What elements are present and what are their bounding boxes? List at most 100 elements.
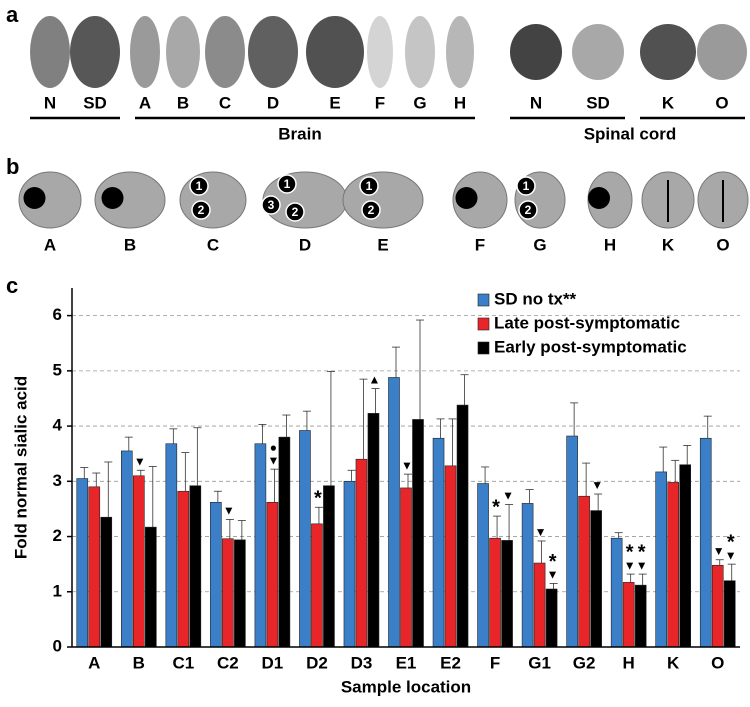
bar: [566, 435, 578, 648]
panel-label: a: [6, 2, 19, 27]
bar: [222, 538, 234, 648]
brain-label: A: [44, 235, 56, 254]
section-label: B: [177, 93, 189, 112]
sample-dot: [23, 187, 46, 209]
marker-number: 2: [198, 203, 205, 217]
bar: [177, 490, 190, 648]
marker-circle: [261, 195, 281, 215]
brain-label: B: [124, 235, 136, 254]
bar: [165, 443, 178, 648]
significance-marker: *: [549, 551, 557, 573]
significance-marker: ▼: [713, 544, 725, 558]
bar: [501, 540, 513, 648]
bar: [521, 503, 534, 648]
section-image: [130, 16, 160, 88]
section-image: [367, 16, 393, 88]
bar: [388, 377, 400, 648]
group-label: Spinal cord: [584, 124, 677, 143]
significance-marker: *: [492, 496, 500, 518]
significance-marker: ▼: [547, 568, 559, 582]
error-bar: [371, 388, 380, 414]
error-bar: [404, 473, 412, 488]
bar: [477, 483, 489, 648]
bar: [456, 404, 469, 648]
error-bar: [638, 573, 647, 586]
bar: [432, 437, 445, 648]
error-bar: [392, 346, 400, 378]
error-bar: [104, 461, 113, 518]
marker-circle: [285, 202, 305, 222]
significance-marker: ▼: [636, 558, 648, 572]
error-bar: [136, 469, 145, 476]
panel-a: N SD A B C D E F G H N SD K O Brain Spinal cord: [30, 16, 747, 143]
brain-label: E: [377, 235, 388, 254]
error-bar: [481, 466, 490, 484]
error-bar: [181, 452, 190, 492]
x-tick-label: E2: [440, 653, 461, 672]
brain-image: [587, 171, 633, 229]
brain-label: H: [604, 235, 616, 254]
section-label: SD: [83, 93, 107, 112]
error-bar: [282, 414, 291, 438]
marker-number: 1: [284, 177, 291, 191]
error-bar: [169, 428, 178, 444]
section-label: G: [413, 93, 426, 112]
section-image: [306, 16, 364, 88]
section-image: [640, 24, 696, 80]
error-bar: [448, 418, 457, 466]
brain-label: O: [716, 235, 729, 254]
x-axis-title: Sample location: [341, 677, 471, 696]
marker-number: 3: [268, 198, 275, 212]
section-image: [446, 16, 474, 88]
error-bar: [493, 515, 502, 539]
y-tick-label: 5: [53, 360, 62, 379]
bar: [299, 430, 311, 648]
section-image: [30, 16, 70, 88]
bar: [100, 516, 113, 648]
legend-swatch: [477, 341, 490, 355]
significance-marker: *: [314, 488, 322, 510]
error-bar: [436, 418, 445, 439]
brain-image: [94, 171, 166, 229]
section-label: C: [219, 93, 231, 112]
error-bar: [715, 559, 724, 566]
panel-label: b: [6, 154, 19, 179]
significance-marker: ▼: [591, 478, 603, 492]
brain-label: D: [299, 235, 311, 254]
legend-swatch: [477, 317, 490, 331]
error-bar: [302, 410, 311, 431]
bar: [711, 564, 724, 648]
x-tick-label: D2: [306, 653, 328, 672]
bar: [655, 471, 668, 648]
x-tick-label: C1: [172, 653, 194, 672]
sample-dot: [588, 187, 610, 209]
section-image: [572, 24, 624, 80]
significance-marker: ▼: [134, 454, 146, 468]
bar: [311, 523, 323, 648]
error-bar: [124, 436, 133, 451]
bar: [679, 464, 692, 648]
bar: [210, 501, 222, 648]
x-tick-label: O: [711, 653, 724, 672]
section-label: A: [139, 93, 151, 112]
bar: [343, 481, 356, 648]
marker-circle: [359, 176, 379, 196]
sample-dot: [101, 187, 124, 209]
marker-number: 1: [523, 179, 530, 193]
bar: [412, 419, 424, 648]
section-image: [405, 16, 435, 88]
section-image: [70, 16, 120, 88]
bar: [699, 437, 712, 648]
marker-circle: [516, 176, 536, 196]
bar: [533, 562, 546, 648]
section-image: [205, 16, 245, 88]
marker-circle: [277, 174, 297, 194]
bar: [145, 526, 157, 648]
x-tick-label: F: [490, 653, 500, 672]
y-axis-title: Fold normal sialic acid: [11, 376, 30, 559]
error-bar: [225, 519, 234, 539]
section-image: [697, 24, 747, 80]
bar: [578, 495, 590, 648]
